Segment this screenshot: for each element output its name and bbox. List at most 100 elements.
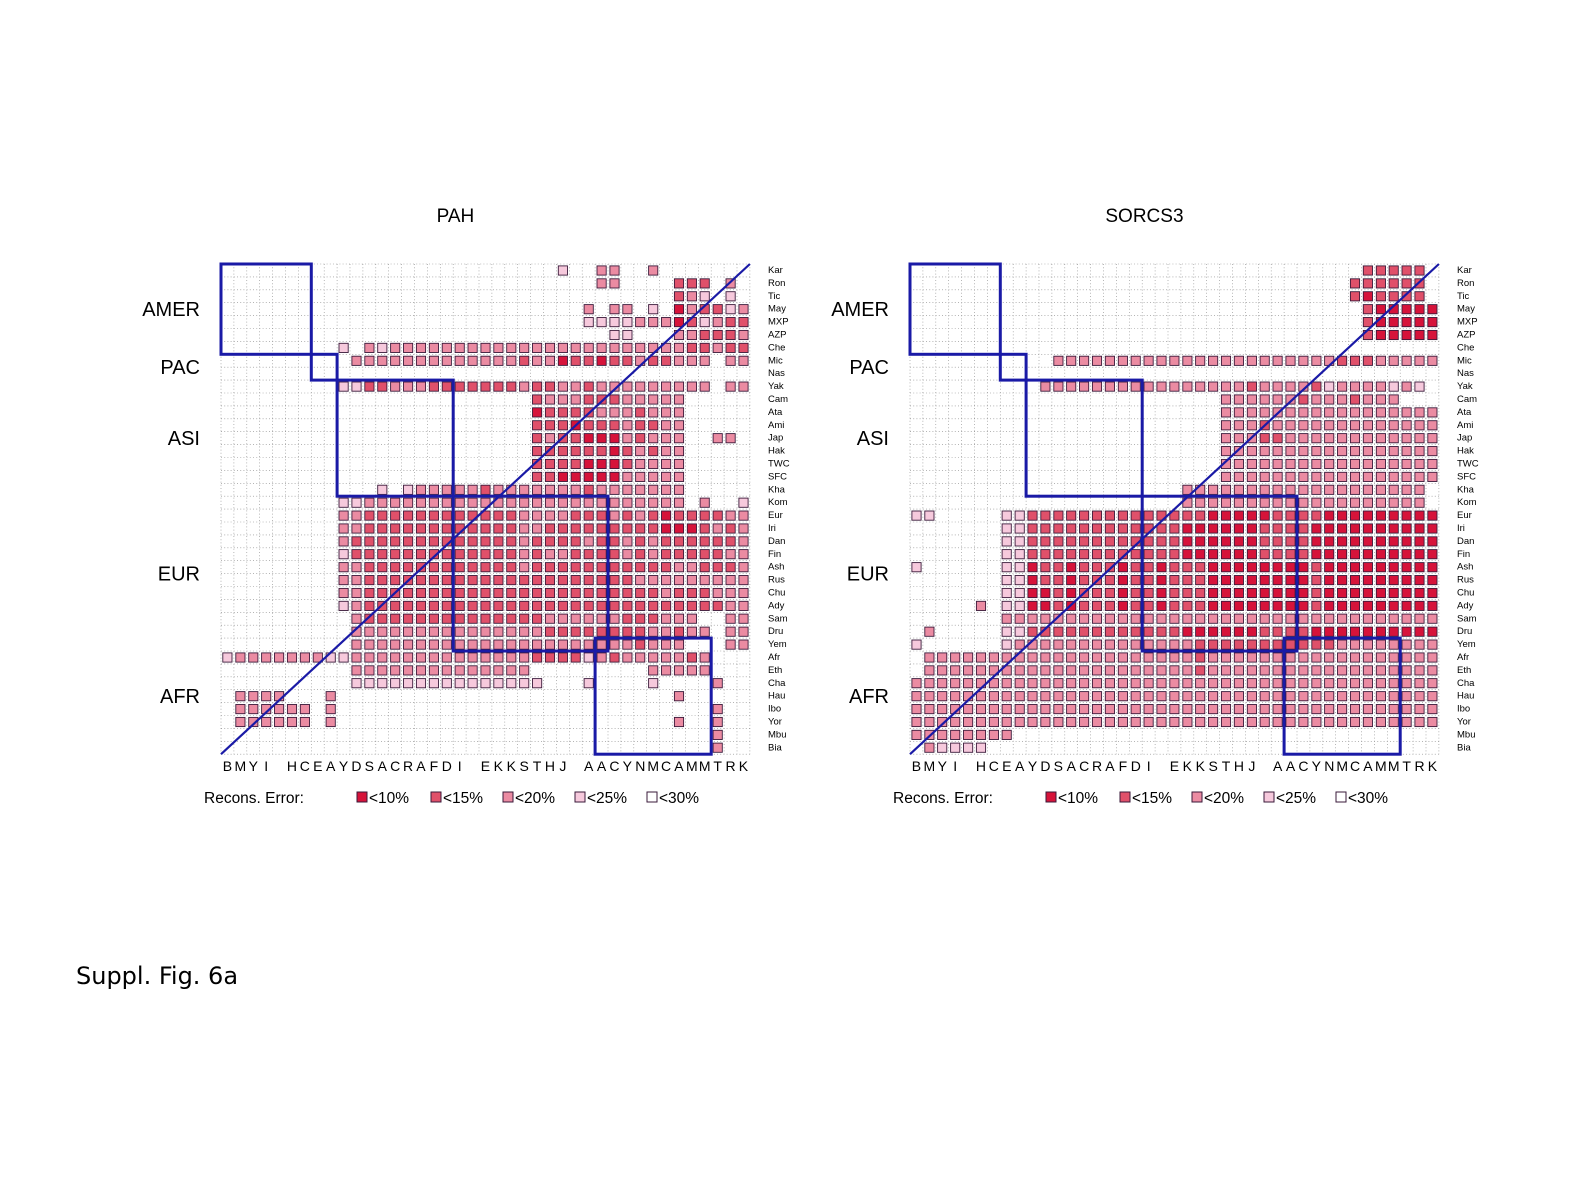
heatmap-cell bbox=[1401, 355, 1412, 366]
heatmap-cell bbox=[686, 523, 697, 534]
heatmap-cell bbox=[532, 652, 543, 663]
row-label: Mic bbox=[768, 355, 783, 366]
heatmap-cell bbox=[480, 652, 491, 663]
heatmap-cell bbox=[1272, 420, 1283, 431]
heatmap-cell bbox=[1272, 587, 1283, 599]
heatmap-cell bbox=[519, 510, 530, 521]
col-label: F bbox=[1119, 758, 1128, 774]
heatmap-cell bbox=[1066, 678, 1077, 689]
heatmap-cell bbox=[1040, 678, 1051, 689]
heatmap-cell bbox=[1130, 549, 1141, 560]
heatmap-cell bbox=[661, 600, 672, 611]
heatmap-cell bbox=[1182, 562, 1193, 573]
heatmap-cell bbox=[1014, 549, 1025, 560]
heatmap-cell bbox=[1208, 665, 1219, 676]
heatmap-cell bbox=[648, 639, 659, 650]
heatmap-cell bbox=[648, 562, 659, 573]
heatmap-cell bbox=[686, 329, 697, 341]
heatmap-cell bbox=[441, 678, 452, 689]
heatmap-cell bbox=[1117, 549, 1128, 560]
col-label: Y bbox=[938, 758, 948, 774]
heatmap-cell bbox=[441, 562, 452, 573]
row-label: Mbu bbox=[768, 729, 786, 740]
heatmap-cell bbox=[1117, 691, 1128, 702]
heatmap-cell bbox=[351, 562, 362, 573]
heatmap-cell bbox=[1027, 510, 1038, 521]
heatmap-cell bbox=[1182, 381, 1193, 392]
heatmap-cell bbox=[622, 639, 633, 650]
heatmap-cell bbox=[1298, 626, 1309, 637]
heatmap-cell bbox=[686, 549, 697, 560]
heatmap-cell bbox=[1091, 613, 1103, 624]
heatmap-cell bbox=[1337, 716, 1348, 728]
col-label: C bbox=[1298, 758, 1308, 774]
heatmap-cell bbox=[1414, 407, 1425, 418]
heatmap-cell bbox=[1349, 510, 1361, 521]
heatmap-cell bbox=[1285, 600, 1296, 611]
heatmap-cell bbox=[924, 742, 935, 753]
heatmap-cell bbox=[1401, 587, 1412, 599]
heatmap-cell bbox=[699, 329, 710, 341]
heatmap-cell bbox=[506, 587, 517, 599]
heatmap-cell bbox=[673, 691, 685, 702]
col-label: S bbox=[519, 758, 528, 774]
heatmap-cell bbox=[937, 716, 948, 728]
heatmap-cell bbox=[1246, 587, 1257, 599]
heatmap-cell bbox=[519, 342, 530, 353]
heatmap-cell bbox=[1130, 355, 1141, 366]
heatmap-cell bbox=[673, 665, 685, 676]
row-label: Nas bbox=[768, 368, 785, 379]
heatmap-cell bbox=[1324, 678, 1335, 689]
heatmap-cell bbox=[699, 562, 710, 573]
heatmap-cell bbox=[1349, 704, 1361, 715]
group-label-asi: ASI bbox=[168, 428, 200, 450]
heatmap-cell bbox=[609, 575, 620, 586]
heatmap-cell bbox=[712, 523, 723, 534]
heatmap-cell bbox=[493, 600, 504, 611]
heatmap-cell bbox=[274, 704, 285, 715]
heatmap-cell bbox=[544, 639, 556, 650]
heatmap-cell bbox=[1079, 536, 1090, 547]
heatmap-cell bbox=[1027, 536, 1038, 547]
heatmap-cell bbox=[1246, 446, 1257, 457]
heatmap-cell bbox=[1246, 394, 1257, 405]
heatmap-cell bbox=[1169, 549, 1180, 560]
heatmap-cell bbox=[609, 433, 620, 444]
heatmap-cell bbox=[1388, 497, 1399, 508]
heatmap-cell bbox=[1285, 613, 1296, 624]
heatmap-cell bbox=[622, 471, 633, 482]
heatmap-cell bbox=[1246, 704, 1257, 715]
heatmap-cell bbox=[596, 471, 607, 482]
row-label: Tic bbox=[1457, 291, 1470, 302]
heatmap-cell bbox=[1272, 691, 1283, 702]
heatmap-cell bbox=[648, 523, 659, 534]
heatmap-cell bbox=[1104, 523, 1115, 534]
heatmap-cell bbox=[557, 639, 568, 650]
heatmap-cell bbox=[1298, 665, 1309, 676]
heatmap-cell bbox=[1401, 613, 1412, 624]
heatmap-cell bbox=[1195, 716, 1206, 728]
col-label: S bbox=[1054, 758, 1063, 774]
heatmap-cell bbox=[467, 549, 478, 560]
heatmap-cell bbox=[609, 523, 620, 534]
heatmap-cell bbox=[1208, 381, 1219, 392]
heatmap-cell bbox=[1375, 691, 1386, 702]
heatmap-cell bbox=[377, 626, 388, 637]
heatmap-cell bbox=[1401, 471, 1412, 482]
heatmap-cell bbox=[1375, 600, 1386, 611]
heatmap-cell bbox=[648, 613, 659, 624]
heatmap-cell bbox=[454, 342, 465, 353]
heatmap-cell bbox=[1040, 523, 1051, 534]
heatmap-cell bbox=[506, 575, 517, 586]
heatmap-cell bbox=[975, 742, 987, 753]
heatmap-cell bbox=[1311, 678, 1322, 689]
heatmap-cell bbox=[1169, 575, 1180, 586]
heatmap-cell bbox=[1259, 665, 1270, 676]
heatmap-cell bbox=[1401, 446, 1412, 457]
heatmap-cell bbox=[570, 342, 581, 353]
heatmap-cell bbox=[609, 549, 620, 560]
heatmap-cell bbox=[635, 497, 646, 508]
heatmap-cell bbox=[1220, 446, 1232, 457]
heatmap-cell bbox=[1220, 665, 1232, 676]
heatmap-cell bbox=[725, 536, 736, 547]
